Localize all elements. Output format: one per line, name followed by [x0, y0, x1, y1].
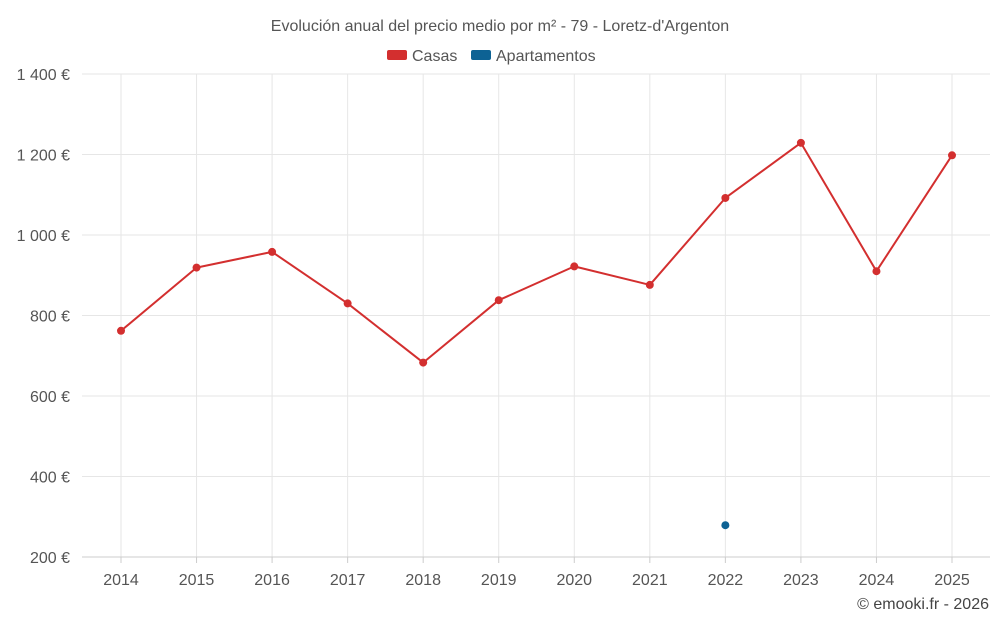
legend-swatch-casas	[387, 50, 407, 60]
data-point-casas-2021[interactable]: Casas 2021: 876 €	[645, 280, 654, 289]
data-point-casas-2018[interactable]: Casas 2018: 683 €	[419, 358, 428, 367]
x-tick-label: 2022	[708, 572, 744, 589]
x-tick-label: 2019	[481, 572, 517, 589]
data-point-casas-2014[interactable]: Casas 2014: 762 €	[117, 326, 125, 335]
legend-item-apartamentos[interactable]: Apartamentos	[471, 48, 596, 65]
data-point-apartamentos-2022[interactable]: Apartamentos 2022: 279 €	[721, 521, 730, 530]
x-tick-label: 2014	[103, 572, 139, 589]
y-tick-label: 200 €	[30, 550, 70, 567]
chart-title: Evolución anual del precio medio por m² …	[271, 18, 729, 35]
x-tick-label: 2023	[783, 572, 819, 589]
series-line-casas	[120, 141, 953, 364]
data-point-casas-2015[interactable]: Casas 2015: 919 €	[192, 263, 201, 272]
data-point-casas-2020[interactable]: Casas 2020: 922 €	[570, 262, 579, 271]
x-tick-label: 2017	[330, 572, 366, 589]
data-point-casas-2016[interactable]: Casas 2016: 958 €	[268, 247, 277, 256]
x-tick-label: 2021	[632, 572, 668, 589]
y-tick-label: 600 €	[30, 389, 70, 406]
legend: Casas Apartamentos	[387, 48, 596, 65]
data-point-casas-2025[interactable]: Casas 2025: 1198 €	[948, 151, 956, 160]
x-tick-label: 2015	[179, 572, 215, 589]
data-point-casas-2023[interactable]: Casas 2023: 1229 €	[796, 138, 805, 147]
legend-label-apartamentos: Apartamentos	[496, 48, 596, 65]
data-point-casas-2022[interactable]: Casas 2022: 1092 €	[721, 193, 730, 202]
plot-area: Casas 2014: 762 € Casas 2015: 919 € Casas …	[117, 138, 956, 530]
y-tick-label: 400 €	[30, 470, 70, 487]
x-tick-label: 2016	[254, 572, 290, 589]
y-tick-label: 1 200 €	[17, 148, 70, 165]
legend-swatch-apartamentos	[471, 50, 491, 60]
y-tick-label: 1 000 €	[17, 228, 70, 245]
x-tick-label: 2025	[934, 572, 970, 589]
legend-label-casas: Casas	[412, 48, 457, 65]
x-axis: 2014 2015 2016 2017 2018 2019 2020 2021 2022 2023…	[103, 557, 970, 589]
x-tick-label: 2018	[405, 572, 441, 589]
data-point-casas-2019[interactable]: Casas 2019: 838 €	[494, 296, 503, 305]
footer-credit: © emooki.fr - 2026	[857, 596, 989, 613]
y-axis: 200 € 400 € 600 € 800 € 1 000 € 1 200 € 1 400 …	[17, 67, 70, 567]
data-point-casas-2024[interactable]: Casas 2024: 910 €	[872, 267, 881, 276]
x-tick-label: 2024	[859, 572, 895, 589]
y-tick-label: 1 400 €	[17, 67, 70, 84]
y-tick-label: 800 €	[30, 309, 70, 326]
legend-item-casas[interactable]: Casas	[387, 48, 457, 65]
horizontal-gridlines	[82, 73, 990, 558]
x-tick-label: 2020	[556, 572, 592, 589]
data-point-casas-2017[interactable]: Casas 2017: 830 €	[343, 299, 352, 308]
